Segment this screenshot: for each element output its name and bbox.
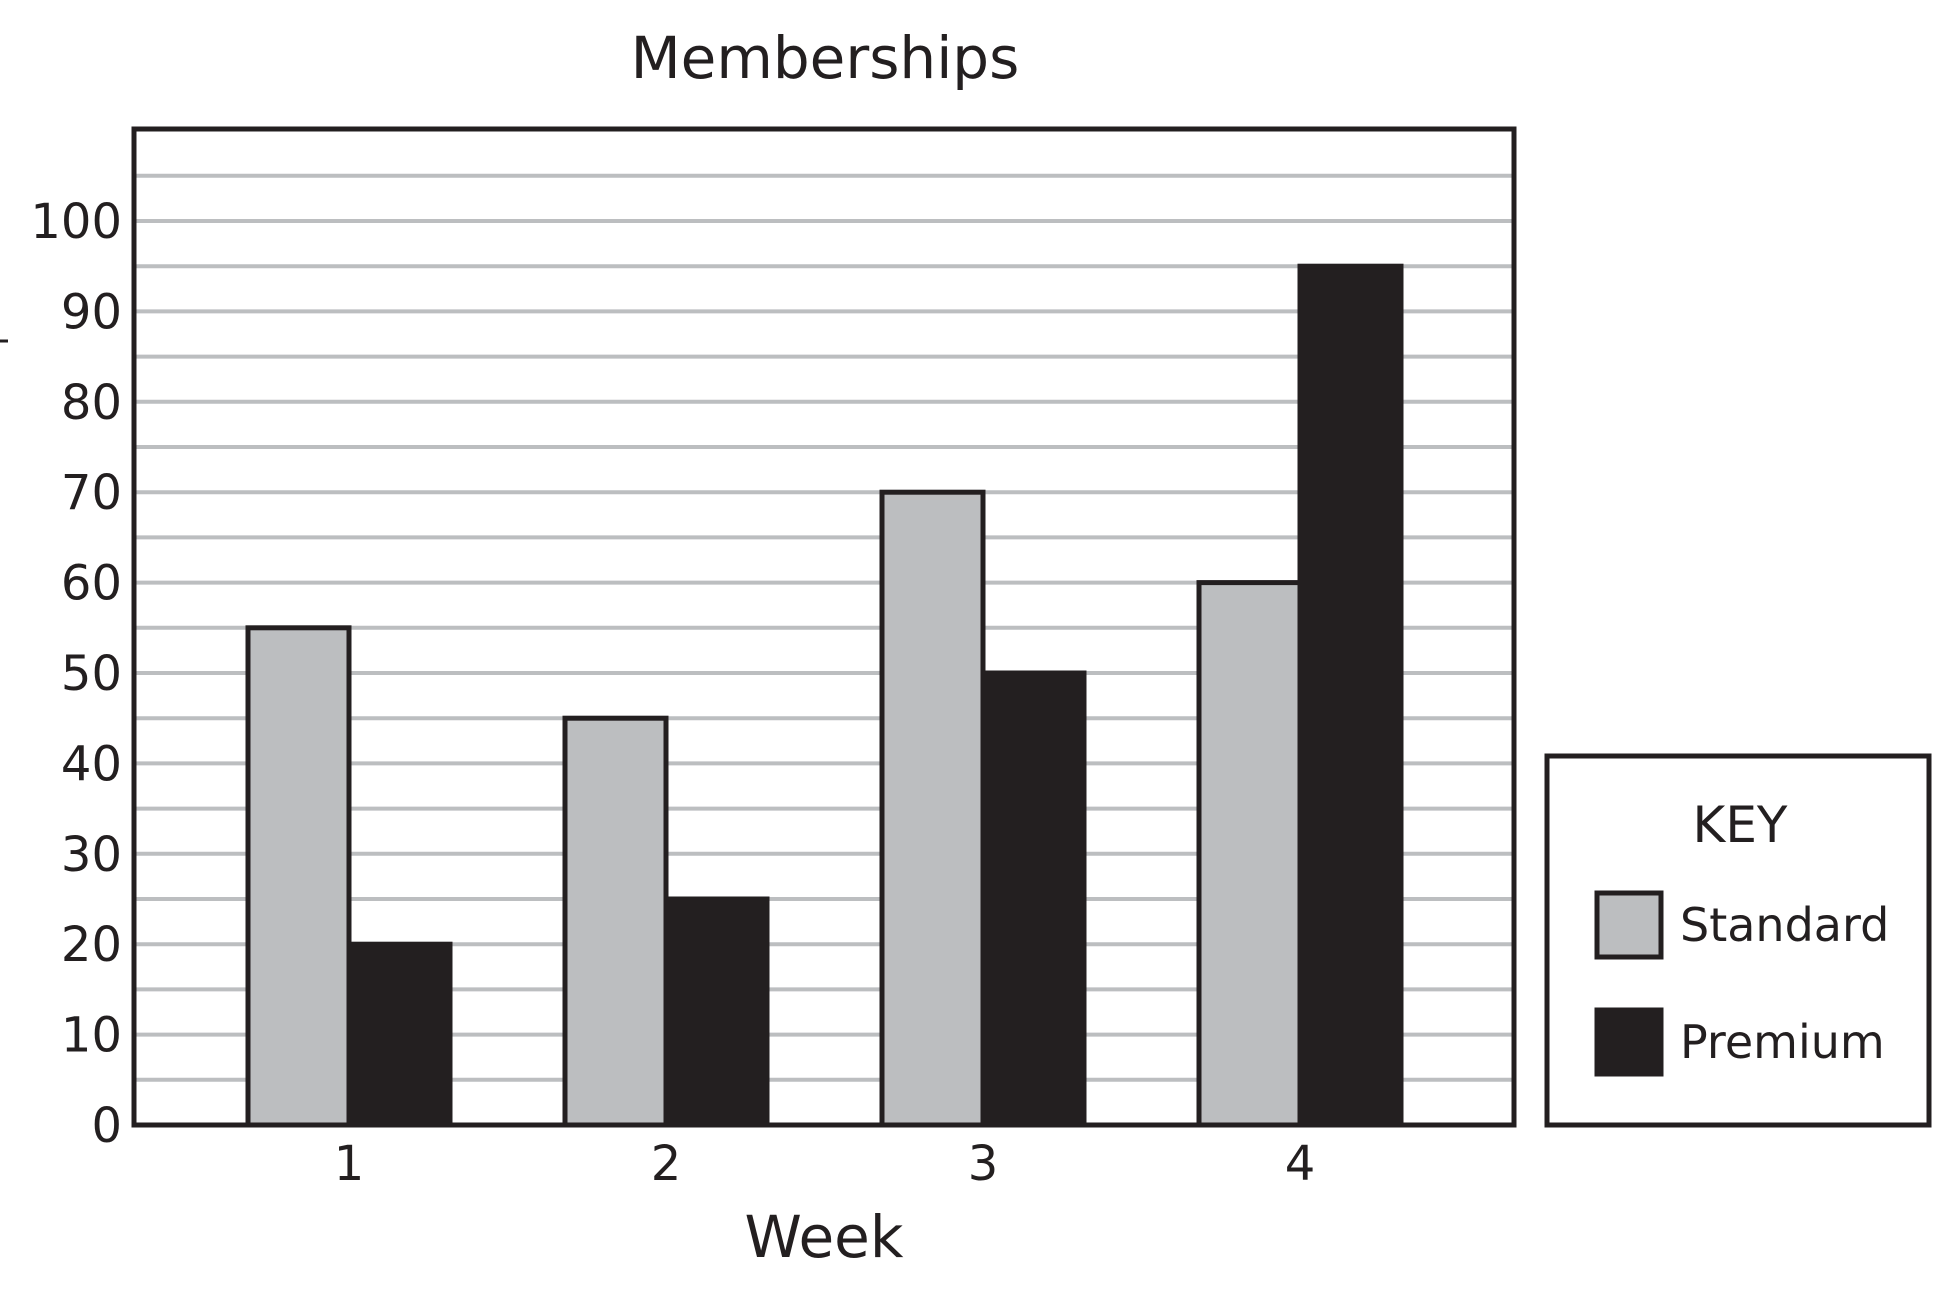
legend-label-standard: Standard <box>1680 898 1889 952</box>
y-tick-label: 70 <box>61 465 122 521</box>
plot-frame <box>131 126 1517 1128</box>
bar-premium-week-3 <box>980 670 1087 1128</box>
y-tick-label: 40 <box>61 736 122 792</box>
x-axis-label: Week <box>745 1203 904 1271</box>
x-tick-label: 1 <box>334 1136 365 1192</box>
legend-label-premium: Premium <box>1680 1015 1885 1069</box>
bars <box>245 263 1404 1128</box>
x-tick-label: 4 <box>1285 1136 1316 1192</box>
bar-standard-week-4 <box>1196 580 1303 1128</box>
legend-swatch-premium <box>1594 1007 1664 1077</box>
x-tick-label: 2 <box>651 1136 682 1192</box>
y-tick-label: 30 <box>61 827 122 883</box>
bar-standard-week-1 <box>245 625 352 1128</box>
y-tick-label: 80 <box>61 375 122 431</box>
bar-premium-week-1 <box>346 941 453 1128</box>
y-axis-ticks: 0 10 20 30 40 50 60 70 80 90 100 <box>30 194 122 1154</box>
bar-premium-week-2 <box>663 896 770 1128</box>
bar-standard-week-3 <box>879 489 986 1128</box>
legend-swatch-standard <box>1594 890 1664 960</box>
y-tick-label: 0 <box>91 1098 122 1154</box>
y-tick-label: 10 <box>61 1008 122 1064</box>
bar-premium-week-4 <box>1297 263 1404 1128</box>
y-tick-label: 20 <box>61 917 122 973</box>
y-tick-label: 60 <box>61 556 122 612</box>
y-tick-label: 90 <box>61 284 122 340</box>
chart-title: Memberships <box>631 24 1020 92</box>
y-tick-label: 100 <box>30 194 122 250</box>
y-tick-label: 50 <box>61 646 122 702</box>
x-tick-label: 3 <box>968 1136 999 1192</box>
bar-standard-week-2 <box>562 715 669 1128</box>
legend-title: KEY <box>1693 796 1788 854</box>
x-axis-ticks: 1 2 3 4 <box>334 1136 1316 1192</box>
legend: KEY Standard Premium <box>1544 753 1932 1128</box>
